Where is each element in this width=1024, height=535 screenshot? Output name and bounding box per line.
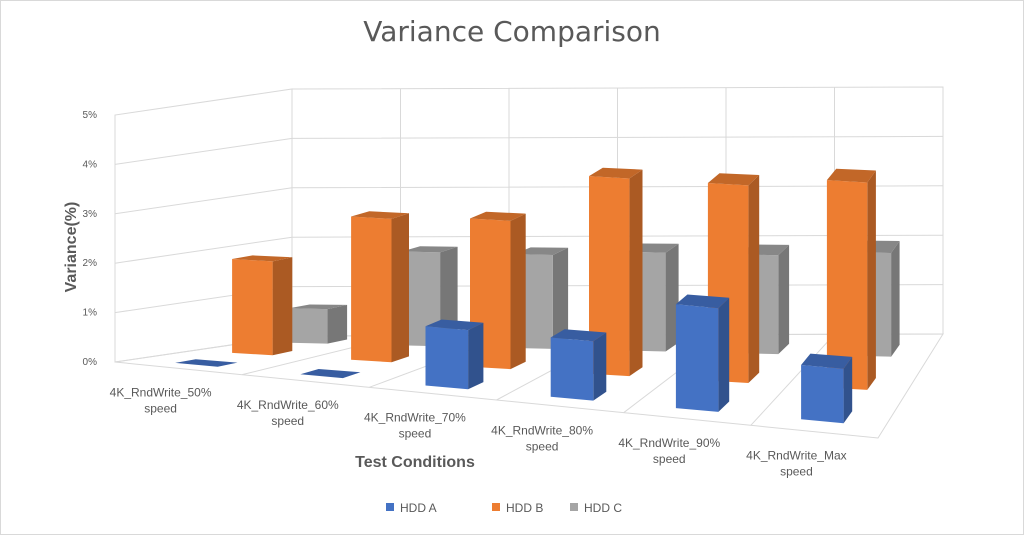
bar-top [470,211,526,221]
legend-label: HDD C [584,501,622,515]
bar-side [510,213,526,370]
bar-front [289,308,328,344]
bar-side [629,169,643,377]
y-tick-label: 0% [83,357,98,368]
bar [826,168,876,390]
bar-top [675,294,730,309]
x-category-label: speed [144,401,177,415]
legend-swatch [386,503,394,511]
x-category-label: speed [653,452,686,466]
bar [425,319,484,390]
bar-side [665,243,679,352]
bar-side [593,332,607,401]
bar [289,304,348,344]
bar-top [826,168,876,183]
bar-top [351,211,409,219]
bar-top [300,369,361,379]
bar-top [175,359,238,367]
x-axis-categories: 4K_RndWrite_50%speed 4K_RndWrite_60%speed… [110,385,847,478]
bar-top [801,353,853,369]
bar-side [552,247,569,349]
bar-top [425,319,484,331]
bar [589,167,643,377]
bar-top [514,247,569,255]
x-category-label: speed [399,427,432,441]
bar-front [826,180,868,390]
x-category-label: speed [526,439,559,453]
bar [232,255,293,356]
bar-top [289,304,348,310]
x-category-label: 4K_RndWrite_60% [237,398,339,412]
bar-side [718,297,730,412]
bar-side [867,170,876,390]
bar-front [232,259,273,356]
bar-side [272,257,293,356]
chart-title: Variance Comparison [363,15,661,48]
bar-front [401,251,441,347]
legend-label: HDD A [400,501,437,515]
bars-layer [175,167,900,424]
gridline [114,185,944,215]
bar-side [391,213,409,363]
y-tick-label: 5% [83,110,98,121]
x-category-label: 4K_RndWrite_50% [110,385,212,399]
gridline [114,135,944,165]
bar [675,294,730,412]
bar-front [589,176,630,377]
bar-side [468,322,484,390]
bar-top [401,246,458,253]
bar-front [550,337,594,401]
legend-label: HDD B [506,501,543,515]
x-axis-title: Test Conditions [355,454,475,471]
y-axis-title: Variance(%) [63,202,80,293]
x-category-label: speed [780,465,813,479]
bar-front [351,216,392,363]
bar-top [232,255,293,262]
y-tick-label: 2% [83,258,98,269]
bar-front [675,304,719,412]
y-axis-ticks: 0% 1% 2% 3% 4% 5% [83,110,98,368]
bar-side [778,244,790,355]
legend-swatch [492,503,500,511]
y-tick-label: 3% [83,209,98,220]
bar [801,353,853,424]
bar-side [891,241,900,357]
x-category-label: 4K_RndWrite_80% [491,423,593,437]
bar-side [748,175,760,383]
legend: HDD A HDD B HDD C [386,501,622,515]
y-tick-label: 1% [83,308,98,319]
bar [300,369,361,379]
bar-top [589,167,643,179]
x-category-label: 4K_RndWrite_Max [746,449,847,463]
bar-front [425,326,469,390]
floor-divider [750,333,835,426]
x-category-label: speed [271,414,304,428]
bar-top [707,173,760,186]
bar [175,359,238,367]
bar [351,211,409,363]
bar-side [843,356,853,424]
bar-front [801,365,844,424]
x-category-label: 4K_RndWrite_90% [618,436,720,450]
legend-swatch [570,503,578,511]
bar-side [327,304,348,344]
bar-top [550,329,607,342]
x-category-label: 4K_RndWrite_70% [364,411,466,425]
bar [550,329,607,401]
y-tick-label: 4% [83,159,98,170]
